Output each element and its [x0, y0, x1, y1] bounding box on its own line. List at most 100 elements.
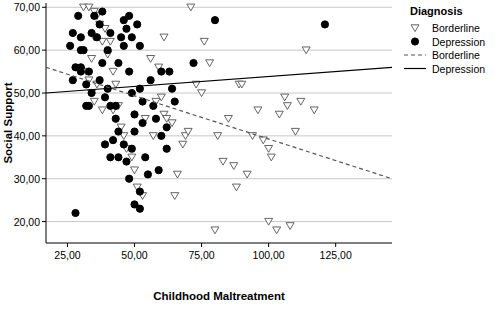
- point: [211, 17, 218, 24]
- point: [128, 34, 135, 41]
- point: [187, 4, 195, 11]
- point: [144, 171, 151, 178]
- point: [168, 85, 175, 92]
- point: [139, 98, 146, 105]
- point: [158, 68, 165, 75]
- tick-label: 20,00: [14, 216, 40, 228]
- point: [163, 124, 170, 131]
- tick-label: 75,00: [188, 249, 214, 261]
- point: [134, 21, 141, 28]
- legend-label: Depression: [432, 63, 485, 75]
- legend-swatch: [411, 25, 419, 32]
- tick-label: 60,00: [14, 44, 40, 56]
- point: [163, 145, 170, 152]
- point: [157, 94, 165, 101]
- point: [131, 111, 138, 118]
- point: [112, 115, 119, 122]
- legend-label: Borderline: [432, 49, 480, 61]
- point: [109, 68, 117, 75]
- point: [238, 81, 246, 88]
- point: [179, 141, 187, 148]
- point: [273, 227, 281, 234]
- point: [67, 42, 74, 49]
- point: [150, 102, 157, 109]
- point: [291, 128, 299, 135]
- point: [107, 29, 114, 36]
- point: [120, 42, 127, 49]
- grid-line: [46, 50, 392, 51]
- legend-title: Diagnosis: [410, 5, 463, 17]
- point: [128, 145, 135, 152]
- point: [136, 188, 143, 195]
- point: [265, 146, 273, 153]
- x-axis-title: Childhood Maltreatment: [153, 290, 285, 302]
- point: [198, 90, 206, 97]
- chart: 20,0030,0040,0050,0060,0070,0025,0050,00…: [0, 0, 500, 326]
- point: [286, 223, 294, 230]
- y-axis-title: Social Support: [2, 82, 14, 163]
- grid-line: [46, 7, 392, 8]
- point: [85, 68, 92, 75]
- point: [230, 163, 238, 170]
- tick-label: 70,00: [14, 1, 40, 13]
- point: [200, 38, 208, 45]
- point: [93, 34, 100, 41]
- point: [106, 38, 114, 45]
- point: [310, 107, 318, 114]
- point: [69, 77, 76, 84]
- point: [149, 133, 157, 140]
- tick: [42, 178, 46, 179]
- legend-label: Depression: [432, 36, 485, 48]
- tick: [268, 243, 269, 247]
- grid-line: [46, 178, 392, 179]
- point: [131, 167, 139, 174]
- point: [281, 94, 289, 101]
- point: [190, 59, 197, 66]
- tick: [201, 243, 202, 247]
- tick: [42, 93, 46, 94]
- point: [147, 77, 154, 84]
- tick: [42, 7, 46, 8]
- point: [96, 21, 103, 28]
- point: [88, 56, 96, 63]
- point: [69, 29, 76, 36]
- point: [243, 171, 251, 178]
- legend-swatch: [404, 68, 426, 69]
- point: [155, 167, 162, 174]
- point: [173, 171, 181, 178]
- point: [321, 21, 328, 28]
- point: [112, 102, 119, 109]
- point: [72, 209, 79, 216]
- point: [123, 25, 130, 32]
- point: [104, 47, 111, 54]
- point: [147, 56, 155, 63]
- point: [275, 111, 283, 118]
- tick-label: 50,00: [14, 87, 40, 99]
- grid-line: [46, 93, 392, 94]
- point: [120, 141, 127, 148]
- point: [297, 98, 305, 105]
- point: [152, 115, 159, 122]
- tick: [42, 50, 46, 51]
- point: [107, 154, 114, 161]
- point: [115, 59, 122, 66]
- point: [158, 132, 165, 139]
- point: [88, 89, 95, 96]
- tick: [335, 243, 336, 247]
- point: [75, 12, 82, 19]
- point: [142, 154, 149, 161]
- point: [267, 154, 275, 161]
- point: [115, 128, 122, 135]
- tick-label: 50,00: [121, 249, 147, 261]
- point: [96, 77, 103, 84]
- point: [126, 175, 133, 182]
- point: [232, 184, 240, 191]
- tick: [42, 135, 46, 136]
- point: [123, 158, 130, 165]
- point: [219, 158, 227, 165]
- point: [91, 12, 98, 19]
- tick: [42, 221, 46, 222]
- point: [249, 133, 257, 140]
- legend-swatch: [411, 38, 418, 45]
- point: [126, 68, 133, 75]
